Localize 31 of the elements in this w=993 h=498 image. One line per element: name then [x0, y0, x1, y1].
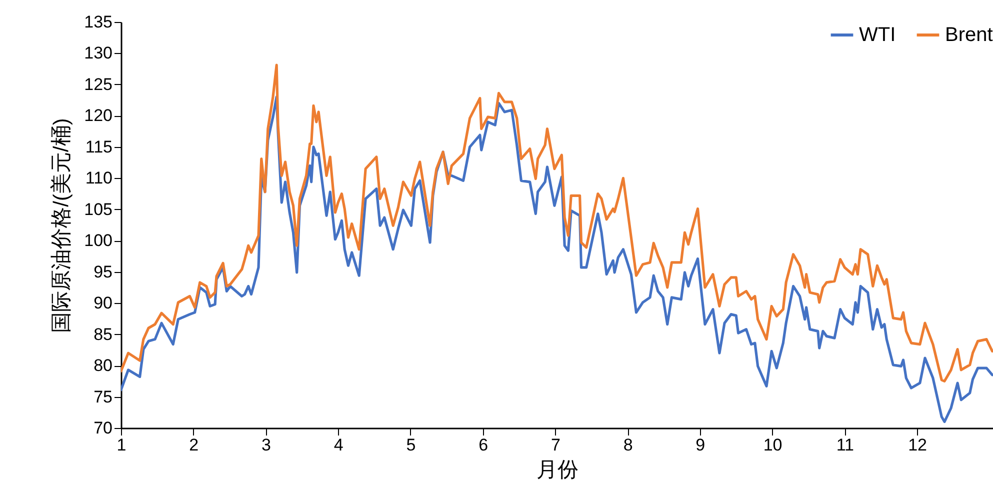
y-tick-label: 125 [84, 74, 112, 94]
line-series [121, 64, 993, 382]
legend-label: Brent [945, 24, 993, 46]
x-tick-label: 8 [623, 436, 633, 454]
legend-label: WTI [859, 24, 896, 46]
y-tick-label: 135 [84, 12, 112, 32]
x-tick-label: 6 [478, 436, 488, 454]
x-axis-title: 月份 [536, 458, 578, 482]
y-tick-label: 90 [94, 294, 112, 313]
x-tick-label: 3 [261, 436, 271, 454]
y-tick-label: 110 [85, 168, 112, 188]
x-tick-label: 10 [763, 436, 782, 454]
y-tick-label: 115 [85, 137, 112, 156]
y-tick-label: 85 [94, 324, 112, 344]
y-tick-label: 100 [84, 231, 112, 250]
x-tick-label: 7 [550, 436, 560, 454]
y-tick-label: 95 [94, 262, 112, 282]
x-tick-label: 4 [334, 436, 344, 454]
y-tick-label: 75 [94, 387, 112, 406]
y-axis-title: 国际原油价格/(美元/桶) [50, 118, 74, 333]
y-tick-label: 70 [94, 418, 112, 438]
x-tick-label: 11 [836, 436, 854, 454]
x-tick-label: 9 [696, 436, 706, 454]
x-tick-label: 5 [406, 436, 416, 454]
y-tick-label: 120 [84, 106, 112, 126]
y-tick-label: 130 [84, 44, 112, 63]
x-tick-label: 2 [189, 436, 199, 454]
x-tick-label: 12 [908, 436, 927, 454]
y-tick-label: 80 [94, 356, 112, 376]
x-tick-label: 1 [116, 436, 126, 454]
y-tick-label: 105 [84, 200, 112, 219]
